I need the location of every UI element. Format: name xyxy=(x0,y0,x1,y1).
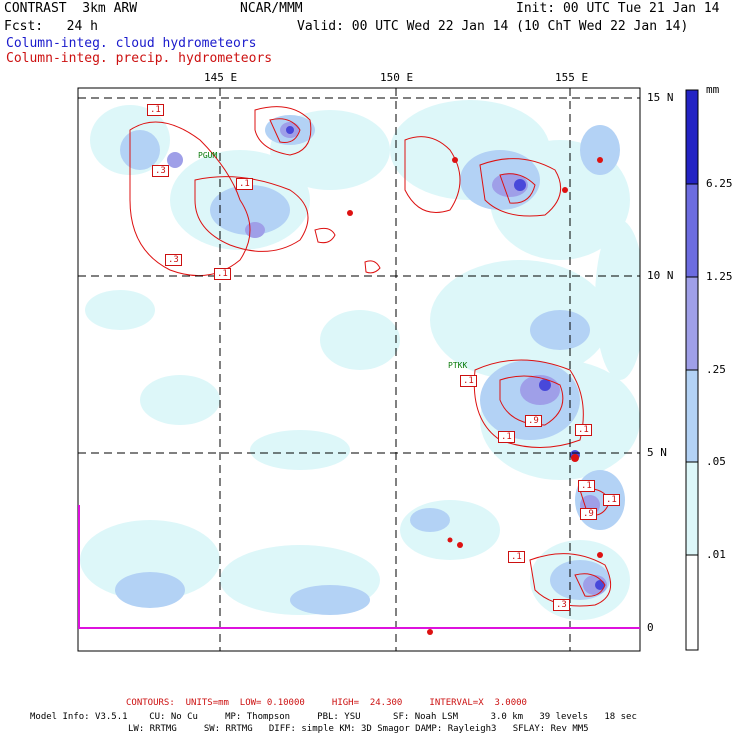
contour-label: .1 xyxy=(578,480,595,492)
contour-label: .9 xyxy=(580,508,597,520)
contours-info: CONTOURS: UNITS=mm LOW= 0.10000 HIGH= 24… xyxy=(126,698,527,708)
colorbar-level-2: 1.25 xyxy=(706,270,733,283)
contour-label: .1 xyxy=(498,431,515,443)
model-title: CONTRAST 3km ARW xyxy=(4,1,138,16)
model-info-line2: LW: RRTMG SW: RRTMG DIFF: simple KM: 3D … xyxy=(128,724,589,734)
colorbar-level-1: 6.25 xyxy=(706,177,733,190)
agency-label: NCAR/MMM xyxy=(240,1,303,16)
colorbar-level-5: .01 xyxy=(706,548,726,561)
contour-label: .9 xyxy=(525,415,542,427)
lon-label-145: 145 E xyxy=(204,71,238,84)
model-info-line1: Model Info: V3.5.1 CU: No Cu MP: Thompso… xyxy=(30,712,637,722)
contour-label: .1 xyxy=(214,268,231,280)
contour-label: .1 xyxy=(575,424,592,436)
contour-label: .1 xyxy=(147,104,164,116)
contour-label: .3 xyxy=(165,254,182,266)
lon-label-155: 155 E xyxy=(555,71,589,84)
contour-label: .1 xyxy=(603,494,620,506)
contour-label: .3 xyxy=(553,599,570,611)
cloud-shading xyxy=(80,100,640,620)
colorbar-unit: mm xyxy=(706,83,720,96)
lon-label-150: 150 E xyxy=(380,71,414,84)
station-label-ptkk: PTKK xyxy=(448,361,468,370)
map-frame xyxy=(77,87,641,652)
contour-label: .1 xyxy=(508,551,525,563)
forecast-hour: Fcst: 24 h xyxy=(4,19,98,34)
precip-cores xyxy=(347,157,603,635)
field-precip-label: Column-integ. precip. hydrometeors xyxy=(6,51,273,66)
valid-time: Valid: 00 UTC Wed 22 Jan 14 (10 ChT Wed … xyxy=(297,19,689,34)
contour-label: .3 xyxy=(152,165,169,177)
lat-lon-grid xyxy=(78,88,640,651)
lat-label-5: 5 N xyxy=(647,446,667,459)
station-label-pgum: PGUM xyxy=(198,151,218,160)
colorbar-level-3: .25 xyxy=(706,363,726,376)
init-time: Init: 00 UTC Tue 21 Jan 14 xyxy=(516,1,720,16)
lat-label-15: 15 N xyxy=(647,91,674,104)
field-cloud-label: Column-integ. cloud hydrometeors xyxy=(6,36,257,51)
domain-boundary xyxy=(78,505,640,629)
contour-label: .1 xyxy=(236,178,253,190)
colorbar-level-4: .05 xyxy=(706,455,726,468)
lat-label-0: 0 xyxy=(647,621,654,634)
colorbar xyxy=(685,89,699,651)
lat-label-10: 10 N xyxy=(647,269,674,282)
contour-label: .1 xyxy=(460,375,477,387)
